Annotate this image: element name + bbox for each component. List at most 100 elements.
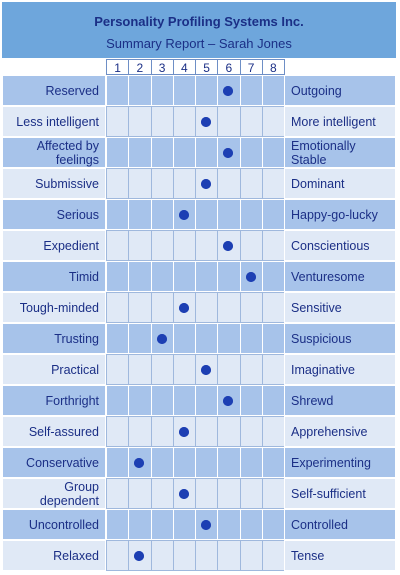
grid-cell — [106, 106, 130, 137]
grid-cell — [239, 416, 263, 447]
scale-label: 5 — [195, 59, 219, 75]
left-trait: Self-assured — [2, 416, 106, 447]
grid-cell — [150, 478, 174, 509]
grid-cell — [150, 354, 174, 385]
grid-cell — [217, 416, 241, 447]
grid-cell — [239, 106, 263, 137]
grid-cell — [239, 478, 263, 509]
grid-cell — [172, 230, 196, 261]
grid-cell — [150, 447, 174, 478]
grid-cell — [217, 478, 241, 509]
grid-cell — [239, 323, 263, 354]
grid-cell — [239, 168, 263, 199]
score-dot — [223, 85, 234, 96]
grid-cell — [128, 106, 152, 137]
grid-cell — [106, 323, 130, 354]
right-trait: Dominant — [284, 168, 396, 199]
grid-cell — [128, 509, 152, 540]
left-trait: Group dependent — [2, 478, 106, 509]
grid-cell — [150, 75, 174, 106]
grid-cell — [150, 199, 174, 230]
grid-cell — [150, 385, 174, 416]
subtitle: Summary Report – Sarah Jones — [106, 36, 292, 51]
right-trait: Conscientious — [284, 230, 396, 261]
grid-cell — [150, 292, 174, 323]
left-trait: Trusting — [2, 323, 106, 354]
left-trait: Affected by feelings — [2, 137, 106, 168]
grid-cell — [128, 354, 152, 385]
grid-cell — [172, 385, 196, 416]
grid-cell — [195, 447, 219, 478]
grid-cell — [239, 137, 263, 168]
grid-cell — [217, 199, 241, 230]
grid-cell — [106, 478, 130, 509]
grid-cell — [217, 106, 241, 137]
grid-cell — [106, 292, 130, 323]
grid-cell — [172, 106, 196, 137]
left-trait: Uncontrolled — [2, 509, 106, 540]
grid-cell — [195, 261, 219, 292]
score-dot — [178, 426, 189, 437]
scale-label: 2 — [128, 59, 152, 75]
grid-cell — [261, 261, 285, 292]
grid-cell — [261, 106, 285, 137]
score-dot — [156, 333, 167, 344]
grid-cell — [261, 75, 285, 106]
right-trait: More intelligent — [284, 106, 396, 137]
scale-label: 3 — [150, 59, 174, 75]
right-trait: Shrewd — [284, 385, 396, 416]
grid-cell — [217, 447, 241, 478]
grid-cell — [106, 261, 130, 292]
score-dot — [201, 519, 212, 530]
right-trait: Controlled — [284, 509, 396, 540]
scale-label: 8 — [261, 59, 285, 75]
grid-cell — [239, 75, 263, 106]
grid-cell — [128, 168, 152, 199]
score-dot — [134, 457, 145, 468]
grid-cell — [172, 75, 196, 106]
grid-cell — [239, 509, 263, 540]
score-dot — [223, 395, 234, 406]
right-trait: Imaginative — [284, 354, 396, 385]
right-trait: Happy-go-lucky — [284, 199, 396, 230]
grid-cell — [195, 75, 219, 106]
grid-cell — [217, 323, 241, 354]
grid-cell — [128, 323, 152, 354]
grid-cell — [239, 354, 263, 385]
grid-cell — [239, 230, 263, 261]
left-trait: Serious — [2, 199, 106, 230]
grid-cell — [172, 354, 196, 385]
grid-cell — [106, 540, 130, 571]
right-trait: Suspicious — [284, 323, 396, 354]
grid-cell — [106, 75, 130, 106]
left-trait: Relaxed — [2, 540, 106, 571]
right-trait: Outgoing — [284, 75, 396, 106]
grid-cell — [128, 261, 152, 292]
grid-cell — [261, 230, 285, 261]
scale-label: 6 — [217, 59, 241, 75]
right-trait: Emotionally Stable — [284, 137, 396, 168]
grid-cell — [195, 137, 219, 168]
grid-cell — [106, 137, 130, 168]
grid-cell — [106, 509, 130, 540]
right-trait: Sensitive — [284, 292, 396, 323]
scale-label: 4 — [172, 59, 196, 75]
grid-cell — [261, 137, 285, 168]
grid-cell — [239, 385, 263, 416]
right-trait: Self-sufficient — [284, 478, 396, 509]
right-trait: Venturesome — [284, 261, 396, 292]
grid-cell — [128, 137, 152, 168]
grid-cell — [172, 509, 196, 540]
grid-cell — [172, 447, 196, 478]
grid-cell — [128, 385, 152, 416]
grid-cell — [217, 509, 241, 540]
grid-cell — [217, 540, 241, 571]
grid-cell — [106, 168, 130, 199]
grid-cell — [150, 540, 174, 571]
grid-cell — [106, 230, 130, 261]
grid-cell — [261, 540, 285, 571]
score-dot — [201, 116, 212, 127]
left-trait: Reserved — [2, 75, 106, 106]
grid-cell — [128, 75, 152, 106]
grid-cell — [172, 261, 196, 292]
